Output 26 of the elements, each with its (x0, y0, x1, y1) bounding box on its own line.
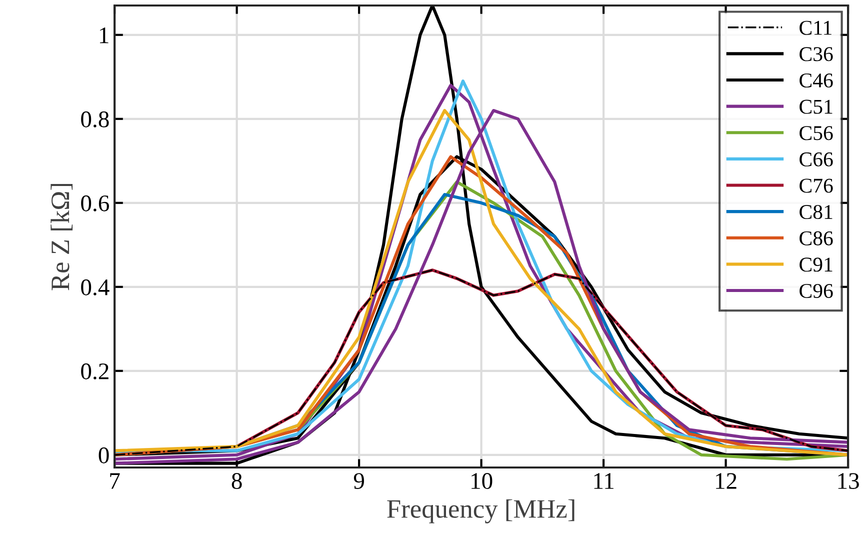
legend-label: C46 (800, 73, 833, 88)
legend-label: C91 (800, 258, 832, 272)
legend-label: C66 (800, 152, 833, 166)
legend-label: C51 (800, 100, 832, 114)
legend-label: C36 (800, 47, 833, 62)
y-tick-label: 0.4 (81, 279, 110, 296)
y-axis-title: Re Z [kΩ] (50, 184, 73, 290)
y-tick-label: 1 (100, 28, 108, 44)
x-tick-label: 13 (838, 473, 859, 489)
x-tick-label: 12 (716, 473, 736, 489)
y-tick-label: 0.2 (81, 363, 108, 380)
x-axis-title: Frequency [MHz] (387, 499, 574, 524)
x-tick-label: 10 (472, 473, 492, 489)
legend-label: C56 (800, 126, 833, 140)
legend-label: C86 (800, 231, 833, 246)
x-tick-label: 8 (232, 473, 242, 489)
x-tick-label: 9 (354, 473, 364, 489)
legend-label: C81 (800, 204, 832, 220)
y-tick-label: 0 (98, 447, 109, 464)
legend-label: C76 (800, 178, 833, 193)
y-tick-label: 0.8 (81, 111, 109, 128)
x-tick-label: 7 (110, 473, 120, 489)
y-tick-label: 0.6 (81, 195, 110, 212)
legend-label: C11 (800, 20, 832, 35)
x-tick-label: 11 (594, 473, 614, 489)
legend-label: C96 (800, 284, 833, 298)
